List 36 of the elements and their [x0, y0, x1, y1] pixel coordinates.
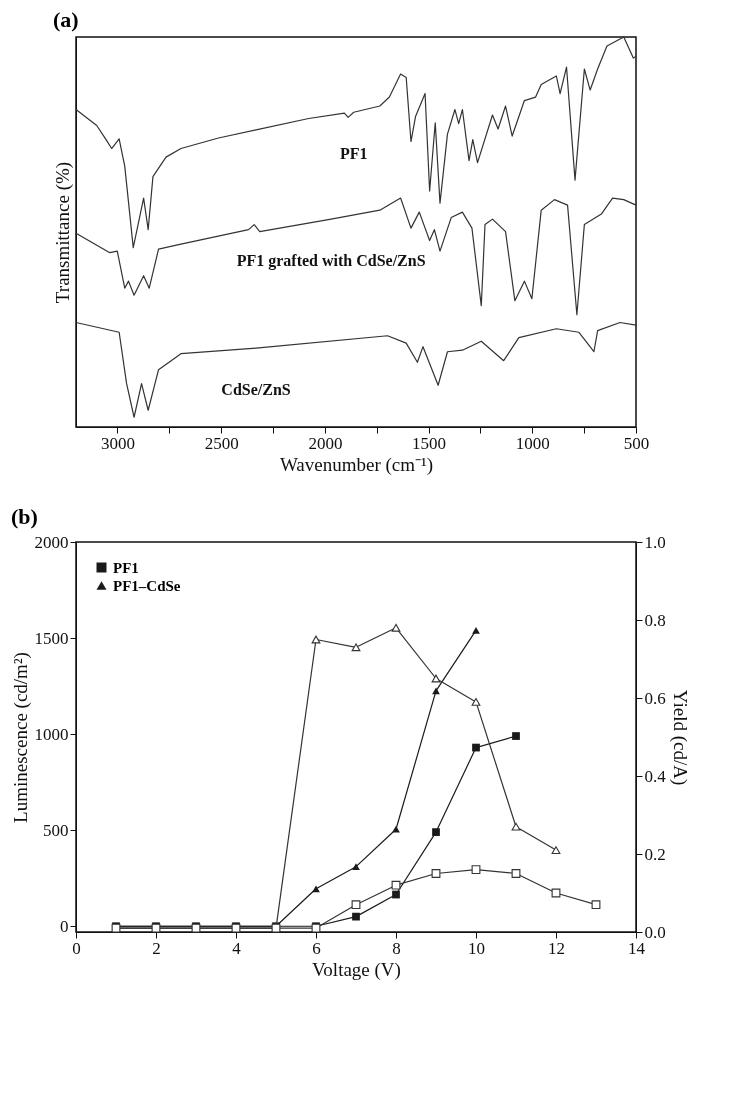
- y-axis-title: Luminescence (cd/m²): [9, 652, 32, 823]
- x-tick-label: 2000: [308, 433, 343, 453]
- legend-label: PF1: [113, 559, 139, 576]
- x-tick-label: 4: [232, 938, 242, 958]
- x-tick-label: 500: [623, 433, 650, 453]
- x-tick-label: 8: [392, 938, 401, 958]
- x-tick-label: 3000: [100, 433, 135, 453]
- legend-label: PF1–CdSe: [113, 577, 181, 594]
- series-label: PF1 grafted with CdSe/ZnS: [236, 252, 426, 271]
- y2-axis-title: Yield (cd/A): [668, 689, 691, 786]
- y2-tick-label: 0.2: [644, 844, 666, 864]
- y-tick-label: 1500: [34, 628, 69, 648]
- x-tick-label: 1000: [515, 433, 550, 453]
- x-tick-label: 12: [548, 938, 565, 958]
- y2-tick-label: 0.0: [644, 922, 666, 942]
- y-tick-label: 1000: [34, 724, 69, 744]
- series-label: CdSe/ZnS: [221, 381, 291, 399]
- x-axis-title: Wavenumber (cm⁻¹): [279, 453, 434, 476]
- y-axis-title: Transmittance (%): [51, 161, 74, 304]
- x-tick-label: 1500: [412, 433, 447, 453]
- y-tick-label: 0: [60, 916, 69, 936]
- x-tick-label: 2500: [204, 433, 239, 453]
- y-tick-label: 2000: [34, 532, 69, 552]
- chart-title: (b): [11, 504, 38, 529]
- x-axis-title: Voltage (V): [312, 958, 401, 981]
- y2-tick-label: 1.0: [644, 532, 666, 552]
- x-tick-label: 2: [152, 938, 161, 958]
- chart-title: (a): [53, 7, 79, 33]
- x-tick-label: 6: [312, 938, 321, 958]
- y-tick-label: 500: [43, 820, 69, 840]
- y2-tick-label: 0.6: [644, 688, 666, 708]
- y2-tick-label: 0.8: [644, 610, 666, 630]
- series-label: PF1: [339, 145, 368, 163]
- y2-tick-label: 0.4: [644, 766, 667, 786]
- x-tick-label: 14: [628, 938, 646, 958]
- x-tick-label: 10: [468, 938, 485, 958]
